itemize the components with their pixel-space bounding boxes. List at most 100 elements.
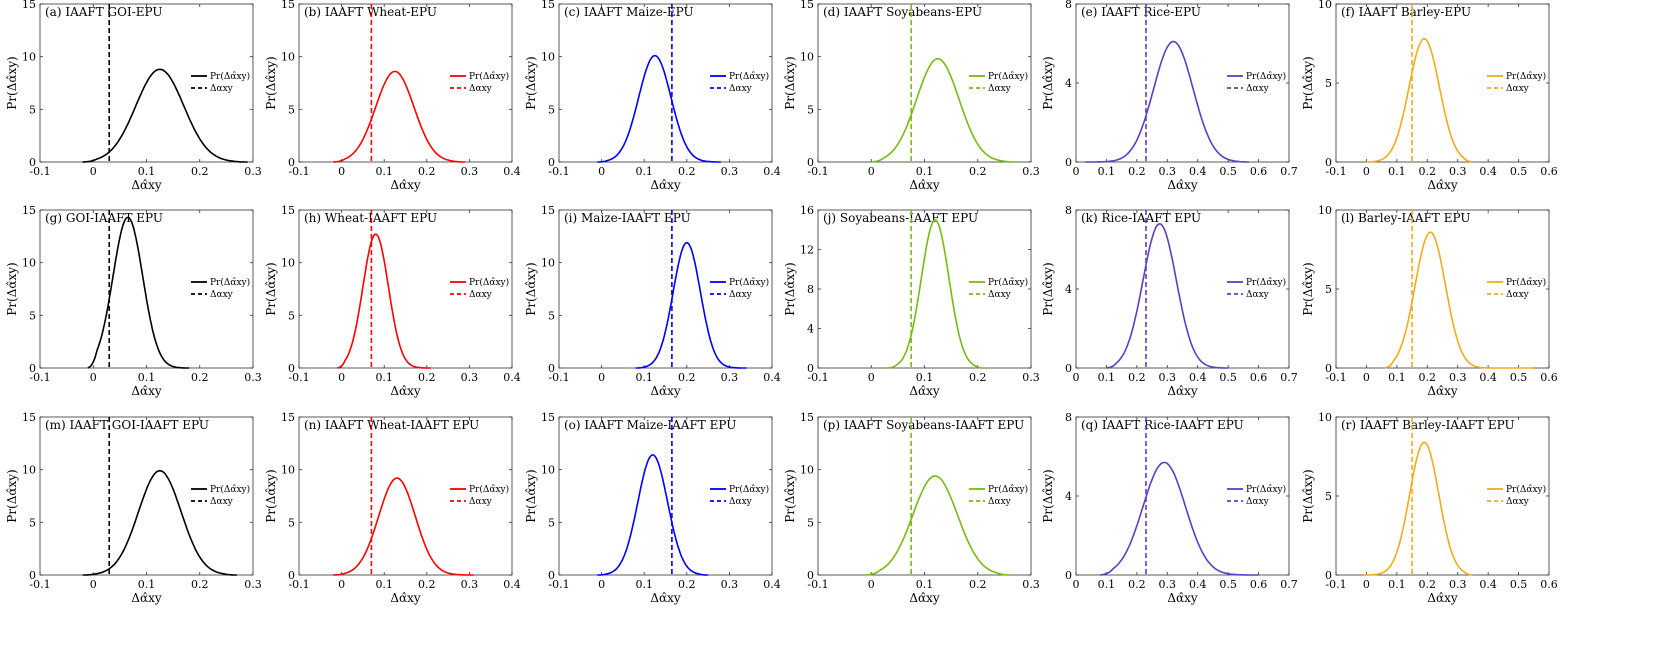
x-tick-label: 0.2	[1128, 165, 1146, 178]
x-tick-label: 0.3	[721, 165, 739, 178]
legend-pdf-label: Pr(Δα̂xy)	[469, 484, 509, 495]
panel-title: (p) IAAFT Soyabeans-IAAFT EPU	[823, 418, 1024, 432]
x-tick-label: 0.3	[1159, 165, 1177, 178]
x-tick-label: 0.2	[191, 578, 209, 591]
legend-pdf-label: Pr(Δα̂xy)	[1246, 484, 1286, 495]
y-tick-label: 15	[541, 0, 555, 11]
axes-frame	[298, 416, 513, 576]
x-tick-label: -0.1	[807, 371, 828, 384]
legend-line-label: Δαxy	[210, 497, 234, 507]
y-tick-label: 0	[288, 156, 295, 169]
x-tick-label: -0.1	[548, 578, 569, 591]
y-tick-label: 0	[1065, 362, 1072, 375]
axes-frame	[817, 3, 1032, 163]
y-tick-label: 8	[807, 283, 814, 296]
y-tick-label: 15	[22, 0, 36, 11]
x-tick-label: 0.1	[138, 165, 156, 178]
y-axis-label: Pr(Δα̂xy)	[264, 469, 278, 523]
x-tick-label: 0	[338, 165, 345, 178]
axes-frame	[558, 209, 773, 369]
y-tick-label: 15	[281, 411, 295, 424]
x-tick-label: 0	[868, 578, 875, 591]
x-tick-label: 0.1	[375, 371, 393, 384]
x-tick-label: 0.5	[1219, 165, 1237, 178]
x-tick-label: 0.3	[461, 371, 479, 384]
x-axis-label: Δα̂xy	[390, 178, 421, 192]
density-curve	[333, 477, 474, 576]
panel-title: (l) Barley-IAAFT EPU	[1341, 211, 1470, 225]
panel-title: (r) IAAFT Barley-IAAFT EPU	[1341, 418, 1515, 432]
x-axis-label: Δα̂xy	[390, 384, 421, 398]
y-tick-label: 10	[800, 464, 814, 477]
x-tick-label: 0.2	[969, 578, 987, 591]
x-axis-label: Δα̂xy	[131, 384, 162, 398]
legend-line-label: Δαxy	[1506, 84, 1530, 94]
x-tick-label: 0.1	[635, 371, 653, 384]
axes-frame	[298, 3, 513, 163]
panel-title: (c) IAAFT Maize-EPU	[564, 5, 694, 19]
panel-title: (q) IAAFT Rice-IAAFT EPU	[1081, 418, 1244, 432]
y-tick-label: 10	[281, 257, 295, 270]
x-tick-label: 0.4	[763, 578, 781, 591]
x-axis-label: Δα̂xy	[1167, 384, 1198, 398]
x-tick-label: 0	[338, 371, 345, 384]
axes-frame	[817, 416, 1032, 576]
y-tick-label: 0	[548, 156, 555, 169]
x-tick-label: 0	[90, 371, 97, 384]
y-tick-label: 10	[22, 464, 36, 477]
x-tick-label: 0.1	[1098, 578, 1116, 591]
x-tick-label: -0.1	[1325, 371, 1346, 384]
y-tick-label: 4	[1065, 283, 1072, 296]
x-axis-label: Δα̂xy	[1427, 178, 1458, 192]
x-tick-label: -0.1	[548, 165, 569, 178]
y-tick-label: 10	[1318, 204, 1332, 217]
legend-line-label: Δαxy	[210, 84, 234, 94]
x-tick-label: 0.3	[461, 578, 479, 591]
x-tick-label: 0.3	[1022, 371, 1040, 384]
density-curve	[1085, 40, 1250, 163]
x-tick-label: 0.6	[1540, 578, 1558, 591]
y-tick-label: 0	[288, 362, 295, 375]
x-tick-label: 0.1	[916, 578, 934, 591]
x-tick-label: 0.6	[1250, 371, 1268, 384]
y-tick-label: 5	[29, 309, 36, 322]
x-axis-label: Δα̂xy	[650, 591, 681, 605]
x-tick-label: 0.4	[1479, 578, 1497, 591]
density-curve	[597, 454, 709, 576]
panel-title: (m) IAAFT GOI-IAAFT EPU	[45, 418, 209, 432]
density-curve	[887, 219, 984, 369]
axes-frame	[298, 209, 513, 369]
x-tick-label: 0.7	[1280, 578, 1298, 591]
x-tick-label: 0.4	[1479, 371, 1497, 384]
axes-frame	[558, 3, 773, 163]
x-tick-label: -0.1	[1325, 165, 1346, 178]
y-tick-label: 5	[288, 103, 295, 116]
y-axis-label: Pr(Δα̂xy)	[1301, 469, 1315, 523]
y-axis-label: Pr(Δα̂xy)	[524, 56, 538, 110]
legend-pdf-label: Pr(Δα̂xy)	[729, 277, 769, 288]
x-tick-label: 0.2	[678, 371, 696, 384]
x-tick-label: 0.2	[191, 371, 209, 384]
x-tick-label: 0	[598, 578, 605, 591]
x-axis-label: Δα̂xy	[1167, 178, 1198, 192]
y-tick-label: 5	[1325, 490, 1332, 503]
y-axis-label: Pr(Δα̂xy)	[1301, 56, 1315, 110]
panel-e: 0 0.1 0.2 0.3 0.4 0.5 0.6 0.7 0 4 8 (e) IAAFT Rice-…	[1041, 0, 1298, 192]
x-tick-label: 0.1	[635, 578, 653, 591]
x-tick-label: 0.2	[1419, 165, 1437, 178]
x-tick-label: 0	[1363, 578, 1370, 591]
y-tick-label: 15	[800, 411, 814, 424]
y-axis-label: Pr(Δα̂xy)	[1041, 56, 1055, 110]
x-tick-label: 0.2	[418, 165, 436, 178]
x-tick-label: 0.2	[418, 578, 436, 591]
y-tick-label: 0	[288, 569, 295, 582]
x-tick-label: 0.4	[1189, 371, 1207, 384]
